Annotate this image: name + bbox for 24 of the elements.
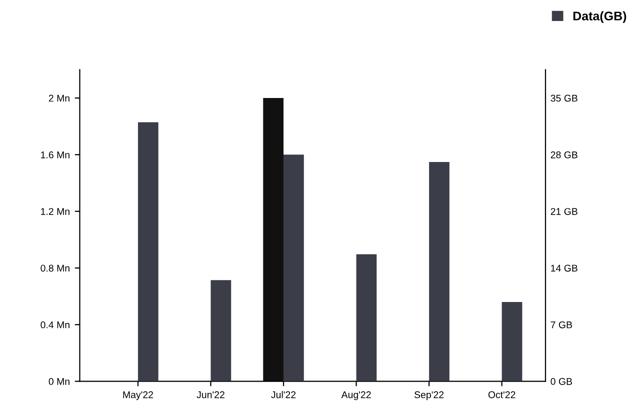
- y2-tick-label: 28 GB: [550, 151, 578, 158]
- bar: [429, 162, 450, 382]
- y-tick-label: 1.6 Mn: [41, 151, 70, 158]
- y2-tick-label: 14 GB: [551, 264, 578, 272]
- bar: [356, 254, 377, 382]
- y-tick-label: 0 Mn: [48, 378, 70, 385]
- x-tick-label: Oct'22: [488, 391, 516, 398]
- y-tick-label: 1.2 Mn: [41, 208, 70, 215]
- y-tick-label: 2 Mn: [48, 94, 70, 102]
- legend-label: Data(GB): [573, 11, 626, 23]
- x-tick-label: Aug'22: [341, 391, 371, 400]
- x-tick-label: Jul'22: [271, 391, 296, 398]
- x-tick-label: Jun'22: [196, 391, 224, 398]
- bar: [210, 280, 232, 382]
- bar: [502, 302, 522, 382]
- y2-tick-label: 21 GB: [550, 208, 578, 215]
- y2-tick-label: 35 GB: [550, 94, 578, 102]
- y2-tick-label: 0 GB: [550, 378, 572, 385]
- x-tick-label: May'22: [123, 391, 153, 400]
- y-tick-label: 0.4 Mn: [40, 321, 70, 328]
- y2-tick-label: 7 GB: [550, 321, 572, 328]
- x-tick-label: Sep'22: [414, 391, 444, 400]
- bar: [138, 122, 158, 382]
- y-tick-label: 0.8 Mn: [40, 264, 70, 272]
